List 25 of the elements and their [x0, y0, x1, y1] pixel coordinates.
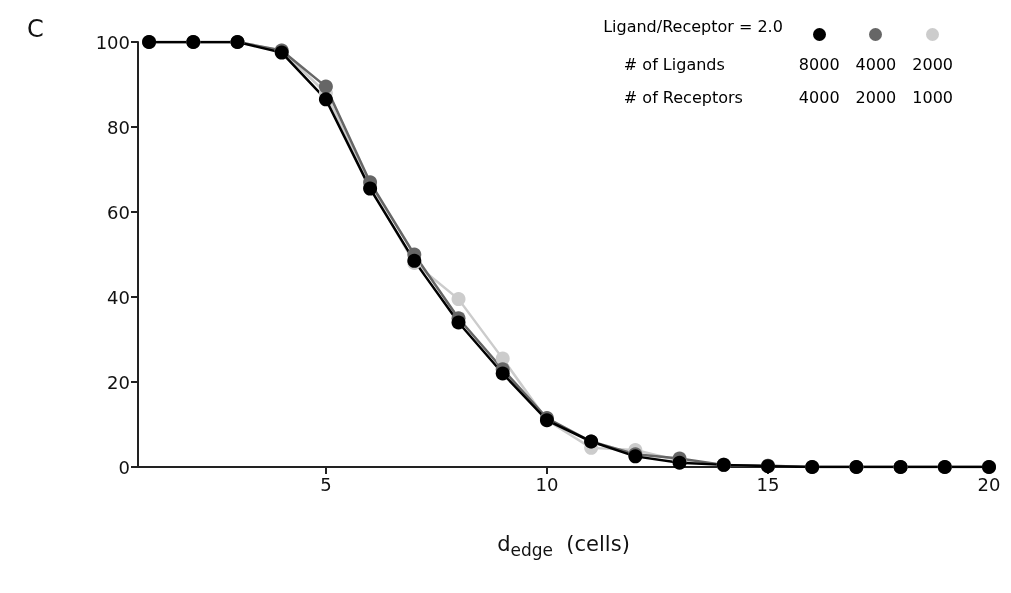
point — [495, 366, 510, 381]
annotation: 1000 — [911, 87, 954, 109]
annotation: # of Ligands — [622, 54, 726, 76]
chart-title: C — [27, 15, 44, 43]
y-tick-label: 20 — [107, 371, 130, 393]
y-tick-label: 80 — [107, 116, 130, 138]
y-tick-label: 0 — [118, 456, 130, 478]
annotation: 2000 — [911, 54, 954, 76]
point — [318, 79, 333, 94]
point — [451, 315, 466, 330]
annotation: 2000 — [854, 87, 898, 109]
annotation: # of Receptors — [622, 87, 744, 109]
x-tick-label: 15 — [756, 473, 780, 495]
x-tick-label: 20 — [977, 473, 1001, 495]
y-tick-label: 60 — [107, 201, 130, 223]
y-tick-label: 100 — [95, 31, 130, 53]
annotation: 8000 — [797, 54, 841, 76]
annotation: 4000 — [797, 87, 841, 109]
legend-title: Ligand/Receptor = 2.0 — [602, 16, 784, 38]
y-tick-label: 40 — [107, 286, 130, 308]
point — [451, 292, 466, 307]
x-tick-label: 5 — [320, 473, 332, 495]
point — [318, 92, 333, 107]
annotation: 4000 — [854, 54, 898, 76]
x-tick-label: 10 — [535, 473, 559, 495]
